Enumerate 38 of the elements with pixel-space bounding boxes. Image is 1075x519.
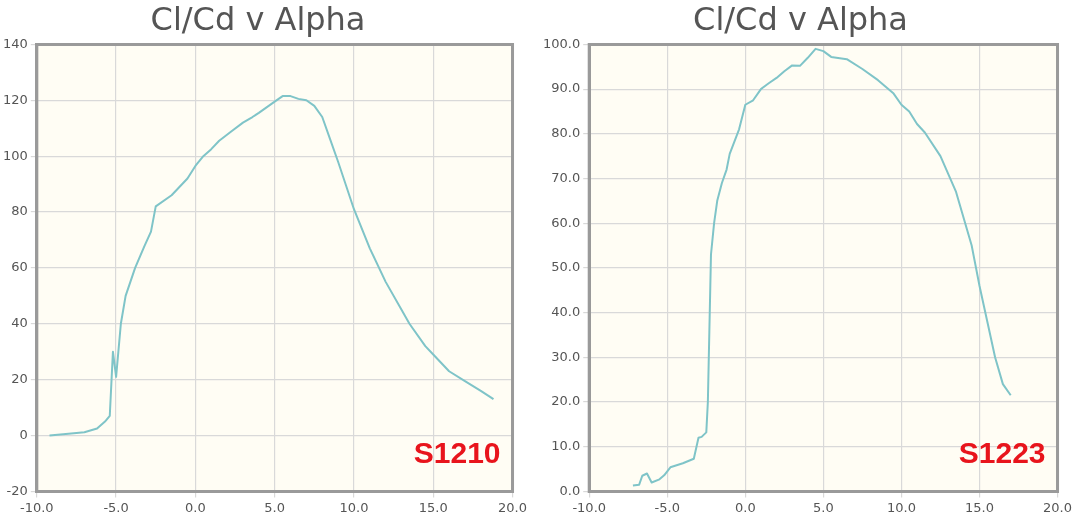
x-tick-label: -10.0 [19, 499, 54, 515]
y-tick-label: 90.0 [551, 80, 581, 96]
y-tick-label: 100.0 [543, 35, 581, 51]
y-tick-label: 80.0 [551, 125, 581, 141]
y-tick-label: 60.0 [551, 214, 581, 230]
y-tick-label: 30.0 [551, 348, 581, 364]
annotation: S1210 [413, 435, 501, 469]
y-tick-label: 0 [19, 426, 28, 442]
y-tick-label: 100 [2, 147, 28, 163]
x-tick-label: -5.0 [654, 499, 680, 515]
y-tick-label: 20.0 [551, 393, 581, 409]
y-tick-label: 0.0 [559, 482, 581, 498]
y-tick-label: 10.0 [551, 438, 581, 454]
chart-title: Cl/Cd v Alpha [693, 0, 908, 38]
y-tick-label: 120 [2, 91, 28, 107]
chart-title: Cl/Cd v Alpha [150, 0, 366, 38]
x-tick-label: 5.0 [813, 499, 834, 515]
y-tick-label: -20 [6, 482, 28, 498]
x-tick-label: 15.0 [965, 499, 994, 515]
x-tick-label: 5.0 [264, 499, 286, 515]
y-tick-label: 60 [11, 259, 28, 275]
y-tick-label: 40 [11, 315, 28, 331]
y-tick-label: 70.0 [551, 169, 581, 185]
x-tick-label: 0.0 [185, 499, 206, 515]
x-tick-label: 0.0 [734, 499, 756, 515]
x-tick-label: 20.0 [498, 499, 527, 515]
x-tick-label: 15.0 [418, 499, 448, 515]
x-tick-label: -10.0 [572, 499, 607, 515]
x-tick-label: -5.0 [103, 499, 129, 515]
x-tick-label: 20.0 [1043, 499, 1072, 515]
x-tick-label: 10.0 [339, 499, 369, 515]
x-tick-label: 10.0 [886, 499, 916, 515]
y-tick-label: 50.0 [551, 259, 581, 275]
annotation: S1223 [958, 435, 1046, 469]
y-tick-label: 140 [2, 35, 28, 51]
y-tick-label: 40.0 [551, 303, 581, 319]
y-tick-label: 20 [11, 371, 28, 387]
y-tick-label: 80 [11, 203, 28, 219]
